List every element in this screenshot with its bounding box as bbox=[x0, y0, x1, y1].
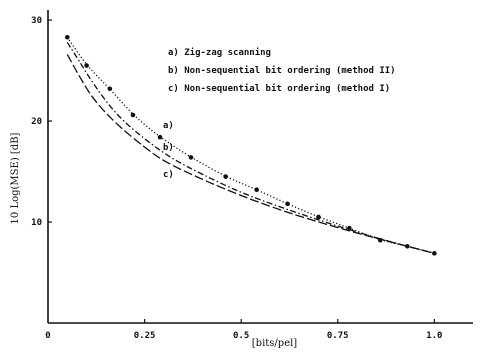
x-tick-label: 0.25 bbox=[134, 331, 156, 341]
series-point bbox=[347, 225, 352, 231]
y-axis-label: 10 Log(MSE) [dB] bbox=[10, 132, 21, 224]
series-point bbox=[223, 174, 229, 179]
y-tick-label: 30 bbox=[31, 16, 42, 26]
x-tick-label: 0.5 bbox=[233, 331, 249, 341]
series-point bbox=[107, 86, 113, 92]
x-tick-label: 0.75 bbox=[327, 331, 349, 341]
legend-entry: a) Zig-zag scanning bbox=[168, 47, 271, 58]
curve-label-a: a) bbox=[163, 121, 174, 131]
y-tick-label: 20 bbox=[31, 117, 42, 127]
series-point bbox=[130, 112, 136, 118]
series-point bbox=[377, 237, 383, 243]
series-point bbox=[254, 187, 259, 193]
series-point bbox=[316, 214, 321, 220]
legend-entry: c) Non-sequential bit ordering (method I… bbox=[168, 83, 390, 94]
series-point bbox=[65, 34, 70, 40]
legend: a) Zig-zag scanning b) Non-sequential bit… bbox=[168, 47, 396, 94]
x-tick-label: 0 bbox=[45, 331, 50, 341]
series-point bbox=[157, 134, 163, 140]
series-line-c bbox=[66, 54, 435, 254]
series-point bbox=[405, 243, 410, 249]
curve-label-c: c) bbox=[163, 170, 174, 180]
curve-label-b: b) bbox=[163, 143, 174, 153]
series-point bbox=[188, 155, 194, 160]
tick-group: 0 0.25 0.5 0.75 1.0 10 20 30 bbox=[31, 16, 442, 341]
x-tick-label: 1.0 bbox=[426, 331, 442, 341]
legend-entry: b) Non-sequential bit ordering (method I… bbox=[168, 65, 396, 76]
marker-group bbox=[65, 34, 437, 256]
series-point bbox=[432, 251, 437, 256]
series-point bbox=[285, 201, 290, 207]
y-tick-label: 10 bbox=[31, 218, 42, 228]
curve-label-group: a) b) c) bbox=[163, 121, 174, 180]
series-line-b bbox=[66, 41, 435, 254]
chart-axes bbox=[47, 10, 473, 324]
x-axis-label: [bits/pel] bbox=[252, 338, 298, 349]
series-point bbox=[84, 63, 89, 68]
